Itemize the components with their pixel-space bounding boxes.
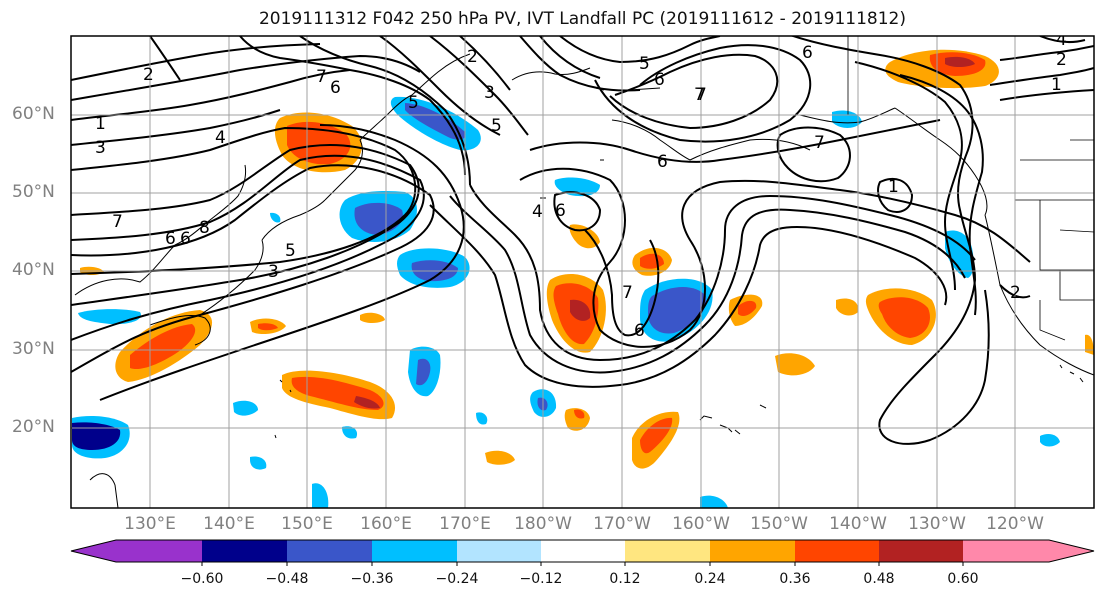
colorbar-swatch <box>287 540 372 562</box>
colorbar-swatch <box>116 540 202 562</box>
lon-label: 180°W <box>514 514 572 534</box>
pv-anomaly-shading <box>72 49 1094 508</box>
contour-label: 3 <box>95 138 106 158</box>
contour-label: 7 <box>696 85 707 105</box>
lon-label: 120°W <box>986 514 1044 534</box>
contour-label: 7 <box>694 85 705 105</box>
contour-label: 7 <box>622 283 633 303</box>
lat-label: 40°N <box>12 260 55 280</box>
colorbar-swatch <box>879 540 963 562</box>
lon-label: 150°E <box>281 514 333 534</box>
contour-label: 4 <box>215 128 226 148</box>
contour-label: 6 <box>634 321 645 341</box>
colorbar <box>70 539 1095 566</box>
contour-label: 1 <box>95 114 106 134</box>
contour-label: 2 <box>1010 283 1021 303</box>
map-frame <box>70 35 1095 509</box>
contour-label: 2 <box>143 65 154 85</box>
contour-label: 5 <box>491 116 502 136</box>
colorbar-swatch <box>710 540 795 562</box>
contour-label: 7 <box>112 212 123 232</box>
contour-label: 5 <box>285 241 296 261</box>
lat-label: 30°N <box>12 339 55 359</box>
contour-label: 1 <box>888 177 899 197</box>
colorbar-swatch <box>372 540 457 562</box>
contour-label: 2 <box>467 47 478 67</box>
map-title: 2019111312 F042 250 hPa PV, IVT Landfall… <box>258 9 906 29</box>
colorbar-swatch <box>1049 540 1094 562</box>
colorbar-swatch <box>202 540 287 562</box>
colorbar-tick-label: 0.12 <box>609 571 641 587</box>
colorbar-tick-label: 0.36 <box>779 571 811 587</box>
lon-label: 150°W <box>750 514 808 534</box>
lon-label: 140°W <box>829 514 887 534</box>
contour-label: 4 <box>1056 30 1067 50</box>
contour-label: 6 <box>654 70 665 90</box>
contour-label: 3 <box>268 262 279 282</box>
lon-label: 140°E <box>203 514 255 534</box>
contour-label: 1 <box>1051 75 1062 95</box>
contour-label: 4 <box>532 202 543 222</box>
contour-label: 3 <box>484 83 495 103</box>
colorbar-swatch <box>795 540 879 562</box>
contour-label: 7 <box>814 133 825 153</box>
svg-text:6: 6 <box>802 43 813 63</box>
contour-label: 6 <box>165 229 176 249</box>
colorbar-swatch <box>963 540 1049 562</box>
colorbar-tick-label: −0.60 <box>180 571 224 587</box>
contour-label: 2 <box>1056 50 1067 70</box>
colorbar-tick-label: −0.12 <box>519 571 563 587</box>
contour-label: 6 <box>657 152 668 172</box>
pv-contours <box>71 36 1094 445</box>
contour-label: 8 <box>199 218 210 238</box>
colorbar-tick-label: −0.36 <box>350 571 394 587</box>
lat-label: 20°N <box>12 417 55 437</box>
lon-label: 130°E <box>124 514 176 534</box>
colorbar-swatch <box>71 540 116 562</box>
contour-labels: 2 1 3 4 6 7 8 5 6 3 7 6 2 5 3 5 6 7 5 6 … <box>95 30 1067 341</box>
contour-label: 7 <box>316 67 327 87</box>
contour-label: 6 <box>330 78 341 98</box>
lon-label: 130°W <box>908 514 966 534</box>
lon-label: 170°W <box>593 514 651 534</box>
contour-label: 6 <box>555 201 566 221</box>
lat-label: 50°N <box>12 182 55 202</box>
colorbar-tick-label: 0.24 <box>694 571 726 587</box>
colorbar-tick-label: −0.48 <box>265 571 309 587</box>
lon-label: 160°W <box>672 514 730 534</box>
colorbar-swatch <box>541 540 625 562</box>
contour-label: 6 <box>180 229 191 249</box>
colorbar-swatch <box>625 540 710 562</box>
lon-label: 160°E <box>360 514 412 534</box>
colorbar-tick-label: 0.60 <box>947 571 979 587</box>
lon-label: 170°E <box>439 514 491 534</box>
colorbar-tick-label: 0.48 <box>863 571 895 587</box>
colorbar-swatch <box>457 540 541 562</box>
colorbar-tick-label: −0.24 <box>435 571 479 587</box>
contour-label: 5 <box>408 93 419 113</box>
lat-label: 60°N <box>12 104 55 124</box>
gridlines <box>71 36 1094 508</box>
contour-label: 5 <box>639 54 650 74</box>
